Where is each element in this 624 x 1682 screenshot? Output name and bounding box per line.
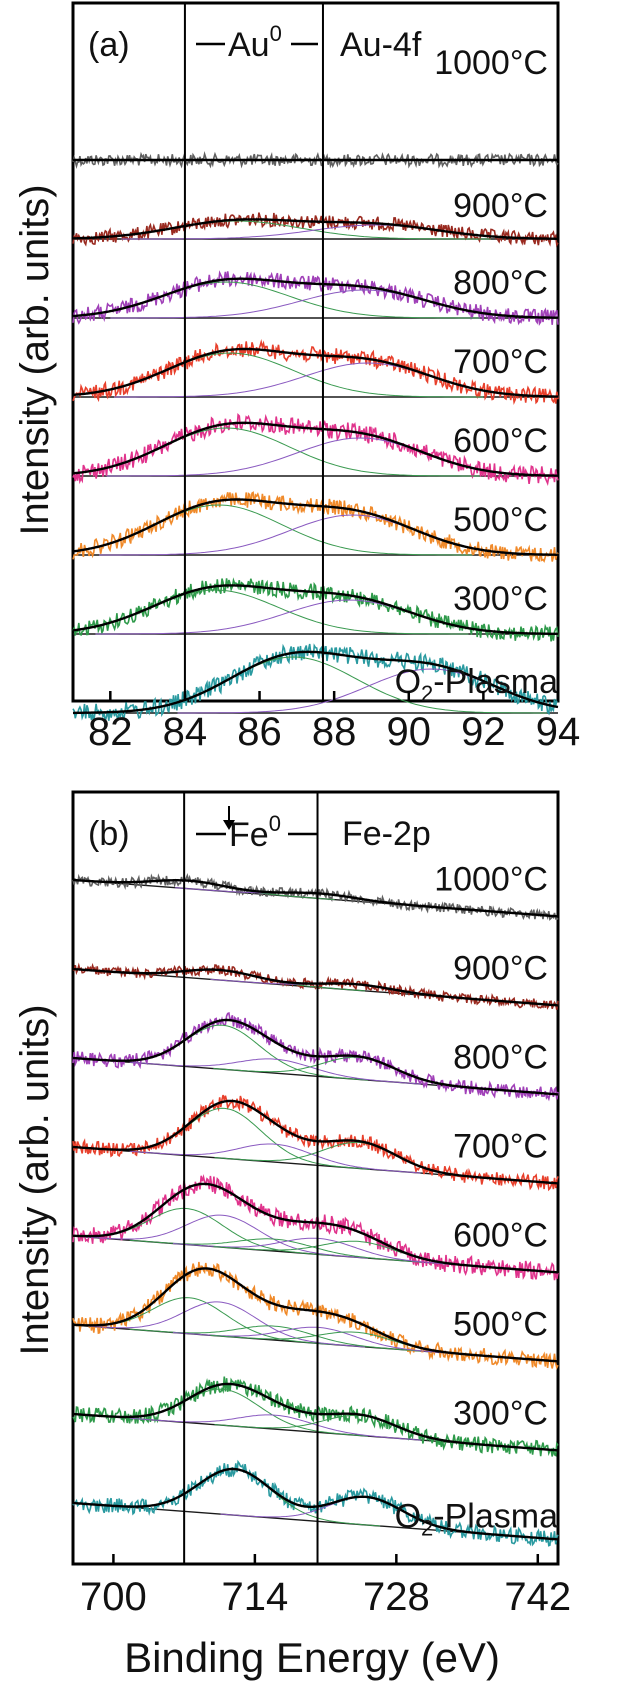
component-peak-800°C — [129, 1058, 421, 1085]
panel-label: (a) — [88, 26, 130, 64]
x-tick-label: 700 — [80, 1575, 147, 1619]
x-tick-label: 92 — [461, 710, 506, 754]
x-tick-label: 728 — [363, 1575, 430, 1619]
series-label: 300°C — [453, 580, 548, 618]
fit-envelope-500°C — [72, 498, 558, 556]
annotation-label: Au0 — [228, 21, 282, 64]
component-peak-800°C — [76, 1024, 369, 1081]
element-annotation: Au0 — [196, 21, 318, 64]
fit-envelope-800°C — [72, 277, 558, 319]
series-label: 900°C — [453, 949, 548, 987]
y-axis-label: Intensity (arb. units) — [13, 184, 57, 535]
component-peak-300°C — [129, 1414, 421, 1441]
annotation-label: Fe0 — [229, 811, 281, 854]
x-tick-label: 84 — [163, 710, 208, 754]
x-tick-label: 82 — [88, 710, 133, 754]
x-tick-label: 86 — [237, 710, 282, 754]
x-tick-label: 714 — [222, 1575, 289, 1619]
series-label: 1000°C — [434, 44, 548, 82]
component-peak-500°C — [73, 1301, 366, 1348]
spectrum-600°C — [72, 1173, 559, 1281]
fit-envelope-700°C — [72, 1099, 559, 1185]
spectrum-O2-Plasma — [72, 643, 559, 722]
fit-envelope-600°C — [72, 421, 558, 477]
plot-area: 1000°C 900°C 800°C 700°C 600°C 500°C 300°C O2-P… — [72, 860, 559, 1547]
spectrum-300°C — [72, 577, 559, 642]
plot-area: 1000°C 900°C 800°C 700°C 600°C 500°C 300°C O2-P… — [72, 44, 559, 722]
series-label: 700°C — [453, 343, 548, 381]
x-tick-label: 94 — [536, 710, 581, 754]
fit-envelope-900°C — [72, 218, 558, 240]
fit-envelope-O2-Plasma — [73, 650, 559, 715]
spectrum-500°C — [72, 1261, 559, 1370]
panel-au-4f: 1000°C 900°C 800°C 700°C 600°C 500°C 300°C O2-P… — [13, 1, 581, 754]
component-peak-800°C — [73, 281, 480, 319]
panel-label: (b) — [88, 815, 130, 853]
fit-envelope-600°C — [72, 1182, 559, 1274]
panel-title: Au-4f — [340, 26, 422, 64]
x-axis-label: Binding Energy (eV) — [124, 1634, 500, 1681]
y-axis-label: Intensity (arb. units) — [13, 1004, 57, 1355]
fit-envelope-300°C — [72, 584, 559, 636]
series-label: O2-Plasma — [395, 663, 558, 706]
x-tick-label: 90 — [387, 710, 432, 754]
component-peak-600°C — [76, 1214, 369, 1259]
x-tick-label: 742 — [504, 1575, 571, 1619]
series-label: 800°C — [453, 264, 548, 302]
series-label: 500°C — [453, 501, 548, 539]
series-label: 300°C — [453, 1394, 548, 1432]
spectrum-1000°C — [72, 873, 559, 921]
component-peak-700°C — [129, 1143, 421, 1174]
series-label: 700°C — [453, 1127, 548, 1165]
spectrum-900°C — [72, 212, 559, 248]
series-label: 600°C — [453, 422, 548, 460]
series-label: O2-Plasma — [395, 1497, 558, 1540]
fit-envelope-800°C — [72, 1018, 559, 1096]
element-annotation: Fe0 — [196, 811, 318, 854]
fit-envelope-O2-Plasma — [72, 1467, 559, 1541]
series-label: 500°C — [453, 1305, 548, 1343]
panel-title: Fe-2p — [342, 815, 431, 853]
panel-fe-2p: 1000°C 900°C 800°C 700°C 600°C 500°C 300°C O2-P… — [13, 790, 571, 1681]
x-tick-label: 88 — [312, 710, 357, 754]
fit-envelope-700°C — [72, 347, 558, 398]
fit-envelope-900°C — [72, 967, 559, 1007]
plot-frame — [71, 1, 560, 703]
series-label: 1000°C — [434, 860, 548, 898]
series-label: 600°C — [453, 1216, 548, 1254]
fit-envelope-300°C — [72, 1382, 559, 1452]
series-label: 900°C — [453, 187, 548, 225]
series-label: 800°C — [453, 1038, 548, 1076]
component-peak-700°C — [79, 1107, 371, 1170]
fit-envelope-1000°C — [73, 878, 559, 918]
down-arrow-icon — [223, 806, 235, 830]
spectrum-O2-Plasma — [72, 1459, 559, 1547]
fit-envelope-500°C — [73, 1267, 559, 1363]
